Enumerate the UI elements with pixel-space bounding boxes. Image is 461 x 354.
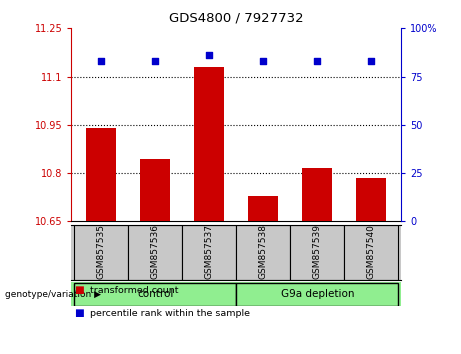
Bar — [302, 168, 332, 221]
Text: GSM857540: GSM857540 — [367, 224, 376, 279]
Text: GSM857538: GSM857538 — [259, 224, 268, 279]
Bar — [140, 159, 170, 221]
Point — [368, 58, 375, 64]
Point — [313, 58, 321, 64]
Text: transformed count: transformed count — [90, 286, 178, 295]
Bar — [236, 282, 398, 306]
Bar — [74, 225, 128, 280]
Bar — [86, 128, 116, 221]
Title: GDS4800 / 7927732: GDS4800 / 7927732 — [169, 11, 304, 24]
Bar — [248, 195, 278, 221]
Bar — [195, 67, 224, 221]
Text: GSM857536: GSM857536 — [151, 224, 160, 279]
Point — [152, 58, 159, 64]
Bar — [128, 225, 182, 280]
Text: ■: ■ — [74, 285, 83, 295]
Text: genotype/variation ▶: genotype/variation ▶ — [5, 290, 100, 299]
Bar — [344, 225, 398, 280]
Text: GSM857539: GSM857539 — [313, 224, 322, 279]
Bar — [74, 282, 236, 306]
Text: GSM857537: GSM857537 — [205, 224, 214, 279]
Bar — [182, 225, 236, 280]
Text: ■: ■ — [74, 308, 83, 318]
Text: G9a depletion: G9a depletion — [281, 289, 354, 299]
Point — [97, 58, 105, 64]
Text: percentile rank within the sample: percentile rank within the sample — [90, 309, 250, 318]
Point — [260, 58, 267, 64]
Text: GSM857535: GSM857535 — [97, 224, 106, 279]
Text: control: control — [137, 289, 173, 299]
Point — [206, 52, 213, 58]
Bar — [236, 225, 290, 280]
Bar — [290, 225, 344, 280]
Bar — [356, 178, 386, 221]
